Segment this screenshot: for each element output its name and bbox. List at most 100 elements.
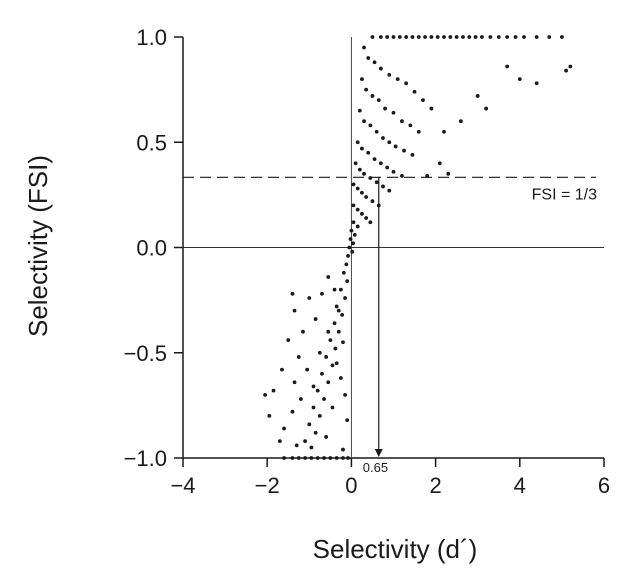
data-point [368, 176, 373, 180]
data-point [317, 414, 322, 418]
data-point [442, 35, 446, 39]
data-point [391, 35, 396, 39]
data-point [437, 161, 442, 166]
data-point [263, 392, 267, 397]
data-point [343, 392, 347, 397]
data-point [378, 161, 383, 166]
data-point [378, 66, 383, 71]
data-point [372, 60, 377, 65]
data-point [360, 146, 364, 151]
data-point [277, 439, 282, 444]
data-point [324, 435, 329, 439]
data-point [340, 312, 345, 317]
data-point [484, 106, 489, 111]
data-point [488, 35, 493, 39]
fsi-label: FSI = 1/3 [532, 186, 597, 203]
arrow-value-label: 0.65 [363, 460, 388, 475]
data-point [355, 186, 360, 191]
data-point [320, 371, 324, 376]
data-point [416, 129, 421, 134]
data-point [376, 98, 381, 103]
data-point [467, 35, 472, 39]
data-point [338, 287, 343, 292]
data-point [357, 108, 362, 113]
data-point [505, 64, 510, 69]
axes: −1.0 −0.5 0.0 0.5 1.0 −4 −2 0 2 4 6 [124, 25, 611, 498]
data-point [309, 456, 314, 460]
data-point [412, 89, 417, 94]
data-point [330, 363, 335, 368]
data-point [442, 129, 446, 134]
data-point [381, 136, 385, 140]
data-point [332, 321, 337, 326]
data-point [397, 35, 402, 39]
data-point [517, 77, 522, 81]
data-point [290, 291, 295, 296]
data-point [475, 94, 480, 98]
data-point [370, 199, 375, 204]
data-point [404, 35, 409, 39]
data-point [326, 329, 331, 334]
data-point [387, 140, 392, 145]
data-point [328, 338, 333, 343]
data-point [383, 106, 387, 111]
data-point [333, 346, 338, 351]
data-point [307, 296, 312, 300]
data-point [296, 456, 301, 460]
data-point [330, 405, 335, 410]
data-point [334, 304, 339, 309]
data-point [290, 456, 295, 460]
data-point [360, 77, 364, 81]
data-point [505, 35, 510, 39]
data-point [387, 72, 392, 77]
data-point [360, 211, 364, 216]
data-point [368, 123, 373, 128]
data-point [294, 443, 299, 448]
data-point [473, 35, 478, 39]
data-point [286, 338, 291, 343]
data-point [362, 119, 366, 124]
data-point [315, 456, 320, 460]
annotations: FSI = 1/3 0.65 [363, 177, 597, 475]
data-point [315, 388, 320, 393]
data-point [280, 367, 284, 372]
data-point [374, 180, 379, 185]
data-point [534, 35, 539, 39]
data-point [338, 376, 343, 380]
data-point [313, 430, 318, 435]
data-point [290, 409, 295, 414]
data-point [534, 81, 539, 86]
data-point [448, 35, 453, 39]
data-point [341, 447, 345, 452]
data-point [564, 68, 569, 73]
data-point [410, 35, 415, 39]
data-point [296, 355, 301, 359]
data-point [349, 228, 354, 233]
data-point [362, 171, 366, 176]
data-point [395, 77, 400, 81]
x-tick-label: 6 [598, 473, 610, 498]
data-point [328, 456, 333, 460]
data-point [282, 456, 286, 460]
data-point [332, 287, 337, 292]
data-point [341, 456, 345, 460]
data-point [353, 161, 358, 166]
data-point [303, 439, 307, 444]
data-point [355, 140, 360, 145]
data-point [364, 87, 369, 92]
data-point [454, 35, 459, 39]
data-point [348, 237, 353, 241]
reference-lines [183, 37, 604, 458]
data-point [366, 150, 371, 155]
data-point [351, 182, 356, 187]
data-point [391, 169, 396, 174]
data-point [351, 241, 355, 246]
data-point [322, 397, 326, 401]
data-point [303, 456, 307, 460]
data-point [357, 167, 362, 172]
arrow-head [374, 449, 383, 457]
data-point [346, 456, 350, 460]
data-point [410, 152, 415, 157]
data-point [372, 157, 377, 161]
